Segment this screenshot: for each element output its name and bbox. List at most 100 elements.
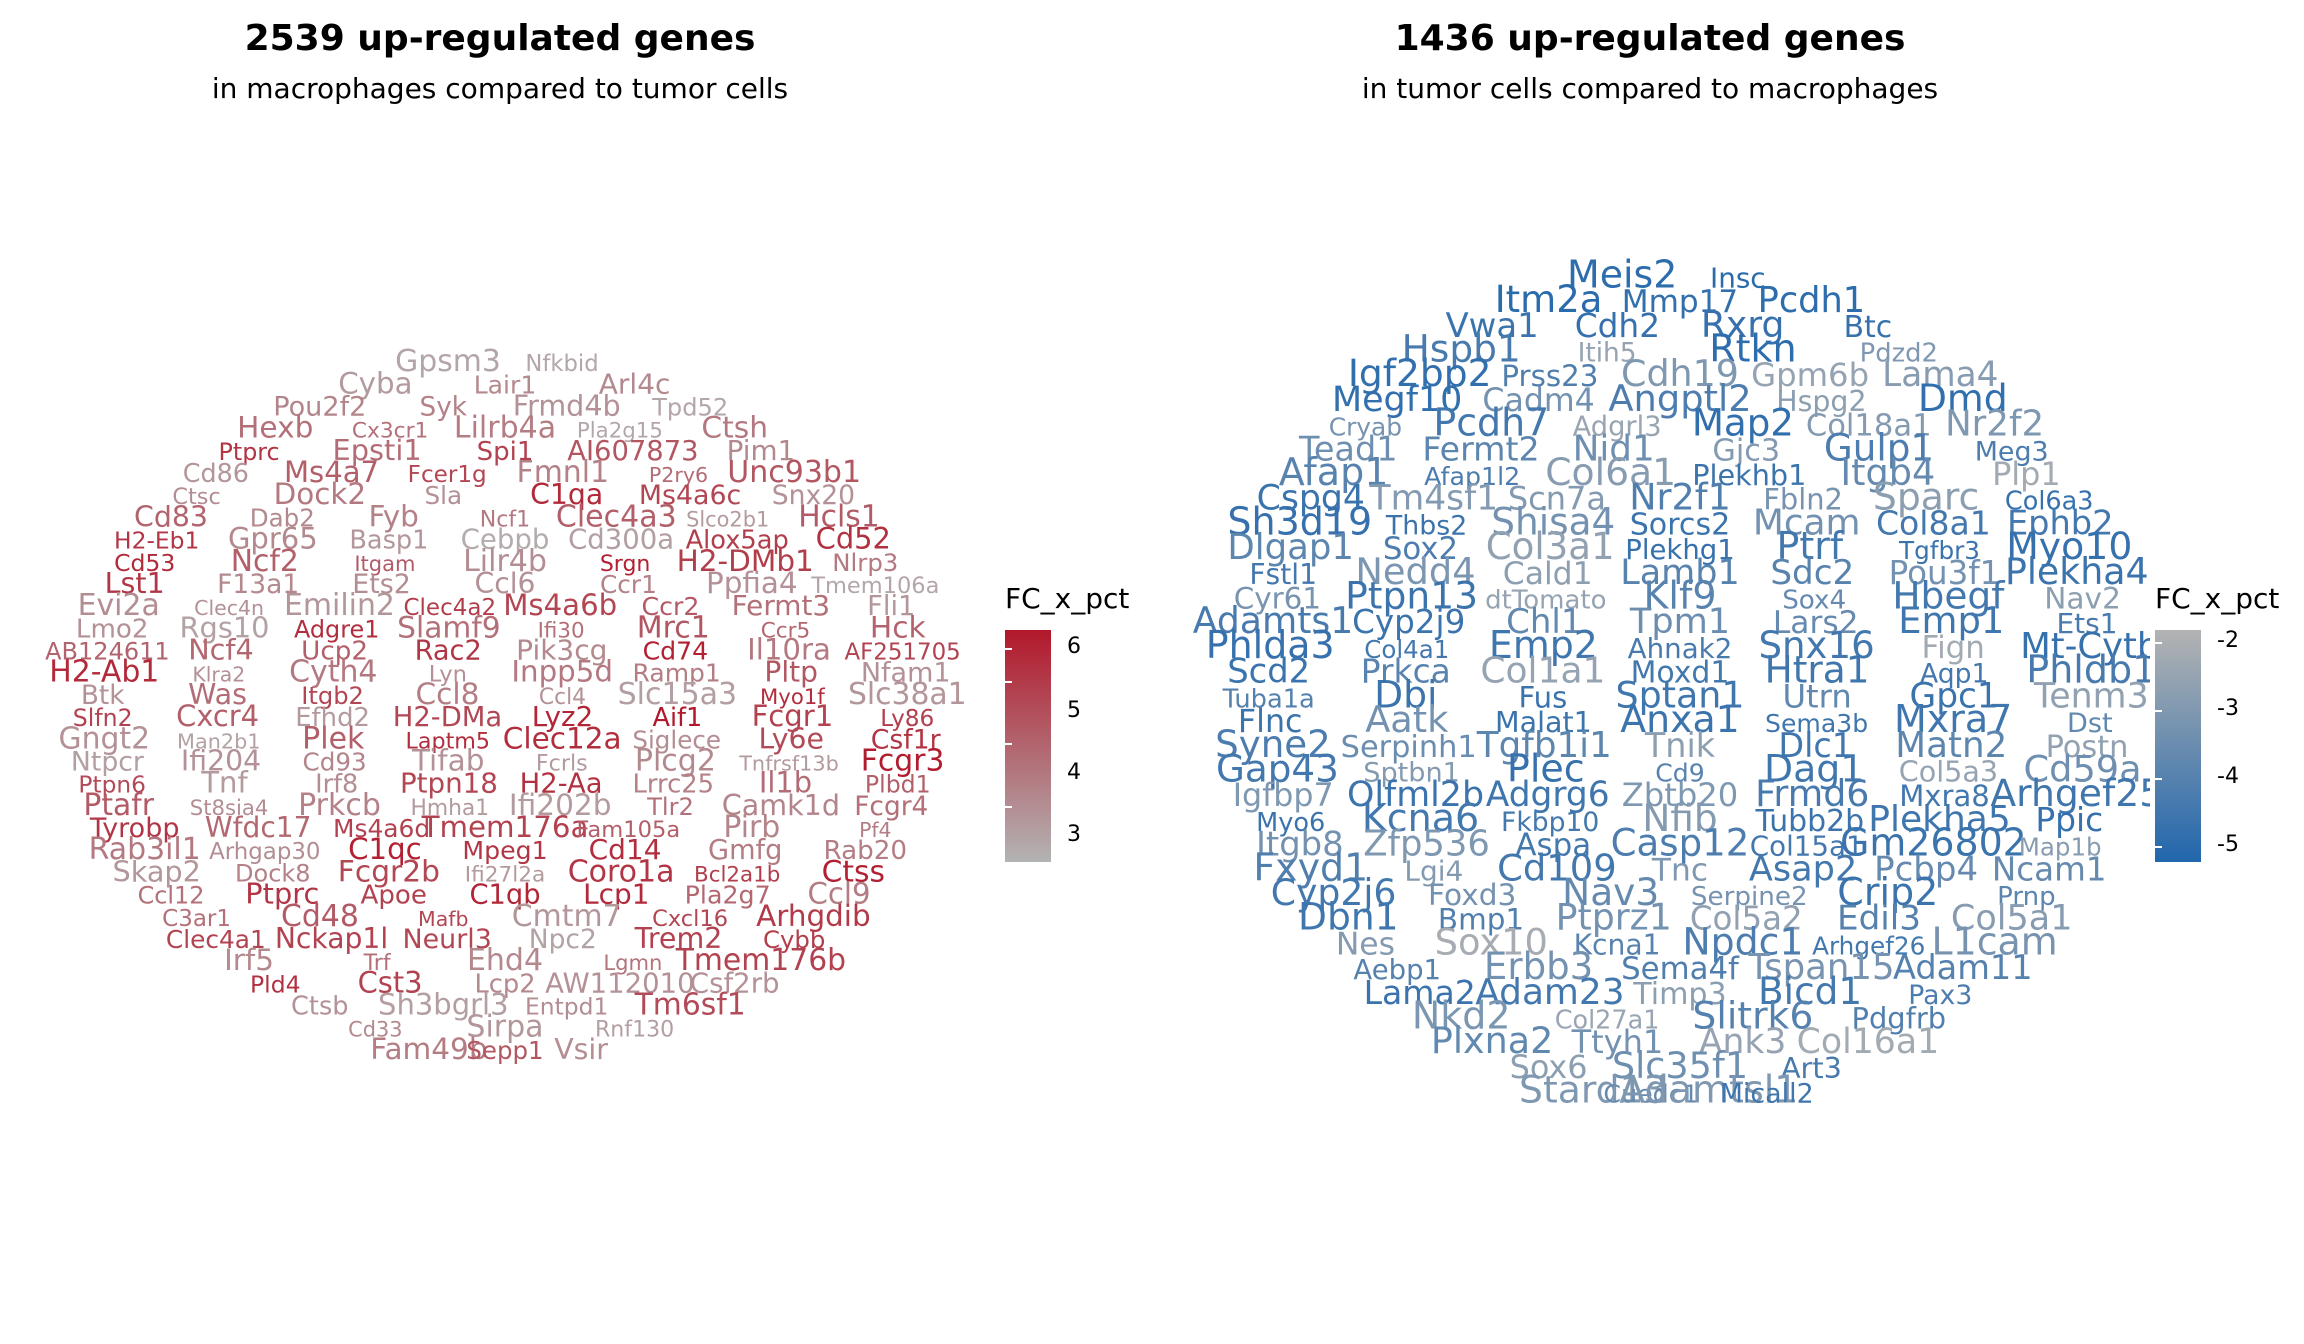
gene-word: Npdc1	[1682, 919, 1803, 963]
gene-word: Igfbp7	[1233, 778, 1334, 814]
gene-word: Asap2	[1749, 848, 1857, 889]
gene-word: Timp3	[1632, 977, 1726, 1012]
gene-word: Tpm1	[1629, 601, 1730, 642]
gene-word: Aif1	[653, 703, 703, 733]
gene-word: Plekhb1	[1692, 458, 1806, 492]
gene-word: Trem2	[634, 922, 723, 955]
gene-word: Itm2a	[1495, 278, 1603, 321]
gene-word: H2-DMa	[393, 702, 502, 733]
wordcloud-plot: Gpsm3 Nfkbid Cyba Lair1 Arl4c Pou2f2 Syk Frmd4b…	[45, 344, 967, 1066]
gene-word: Cadm4	[1482, 383, 1594, 419]
gene-word: Fcgr1	[752, 699, 834, 733]
gene-word: Pcbp4	[1874, 849, 1978, 889]
gene-word: Serpine2	[1691, 882, 1808, 912]
gene-word: Lama4	[1882, 355, 1998, 395]
gene-word: Pik3cg	[516, 634, 607, 667]
gene-word: Siglece	[632, 725, 721, 754]
gene-word: Fam49b	[370, 1032, 487, 1066]
gene-word: Bmp1	[1438, 903, 1524, 937]
gene-word: Rgs10	[180, 610, 270, 644]
gene-word: Gm26802	[1840, 821, 2027, 865]
gene-word: Ctsh	[701, 411, 768, 446]
gene-word: Ntpcr	[71, 747, 144, 778]
gene-word: Mcam	[1753, 502, 1861, 543]
gene-word: Col6a1	[1545, 450, 1676, 494]
gene-word: Slamf9	[397, 610, 501, 645]
gene-word: Pcdh7	[1433, 401, 1549, 445]
gene-word: Casp12	[1611, 822, 1750, 865]
gene-word: Nfkbid	[525, 351, 598, 377]
gene-word: Utrn	[1782, 677, 1851, 715]
gene-word: Arhgef25	[1990, 771, 2150, 815]
legend-tick-label: -4	[2217, 764, 2239, 789]
gene-word: Adam11	[1893, 948, 2033, 987]
gene-word: Nckap1l	[275, 922, 388, 955]
gene-word: Cx3cr1	[352, 419, 428, 444]
gene-word: Sdc2	[1770, 553, 1854, 593]
gene-word: Ank3	[1699, 1022, 1786, 1062]
gene-word: Crip2	[1837, 870, 1938, 914]
gene-word: Dbi	[1374, 672, 1437, 716]
gene-word: Lilr4b	[463, 544, 547, 579]
gene-word: Adamts1	[1193, 599, 1354, 642]
gene-word: Cd9	[1655, 759, 1704, 788]
gene-word: Sema4f	[1621, 951, 1740, 987]
gene-word: Ptrf	[1776, 524, 1844, 568]
gene-word: Csf1r	[871, 724, 941, 755]
gene-word: Tlr2	[646, 793, 694, 821]
gene-word: Ifi27l2a	[465, 862, 545, 887]
color-legend: FC_x_pct -2 -3 -4 -5	[2155, 582, 2285, 882]
gene-word: Art3	[1781, 1051, 1842, 1085]
gene-word: Ms4a6c	[639, 480, 741, 511]
gene-word: Ucp2	[301, 637, 368, 667]
gene-word: Bcl2a1b	[694, 862, 780, 887]
gene-word: Pld4	[250, 970, 301, 998]
gene-word: Ly6e	[759, 722, 824, 755]
gene-word: Lgi4	[1404, 854, 1463, 887]
gene-word: Cdh2	[1575, 307, 1660, 345]
gene-word: Ets2	[352, 569, 411, 600]
gene-word: Fermt3	[732, 589, 831, 622]
gene-word: Fbln2	[1763, 483, 1843, 517]
gene-word: Dag1	[1764, 747, 1864, 791]
gene-word: Anxa1	[1620, 697, 1739, 741]
gene-word: Syne2	[1215, 722, 1331, 766]
gene-word: Clec4a1	[166, 925, 266, 954]
gene-word: Tifab	[411, 744, 485, 778]
gene-word: Plekha4	[2005, 550, 2149, 593]
gene-word: Phldb1	[2026, 648, 2150, 692]
gene-word: Malat1	[1495, 706, 1592, 739]
gene-word: Cybb	[763, 925, 825, 954]
gene-word: Rtkn	[1709, 327, 1796, 371]
gene-word: AB124611	[45, 638, 170, 666]
chart-subtitle: in tumor cells compared to macrophages	[1361, 72, 1939, 105]
tumor-wordcloud-panel: 1436 up-regulated genes in tumor cells c…	[1150, 0, 2280, 1344]
gene-word: Tm6sf1	[634, 988, 746, 1023]
gene-word: Sirpa	[466, 1010, 543, 1045]
gene-word: Gap43	[1216, 747, 1339, 791]
gene-word: Cyth4	[289, 655, 377, 690]
gene-word: Tpd52	[651, 394, 728, 422]
gene-word: Cst3	[358, 965, 423, 999]
gene-word: Pltp	[764, 656, 818, 689]
gene-word: Sla	[424, 481, 462, 510]
gene-word: Myo1f	[760, 684, 825, 709]
gene-word: Cd14	[589, 833, 662, 866]
gene-word: Col5a1	[1951, 899, 2073, 939]
gene-word: Pla2g15	[577, 419, 663, 444]
gene-word: Trf	[363, 951, 392, 976]
gene-word: Nr2f2	[1945, 404, 2044, 445]
gene-word: Aqp1	[1920, 659, 1988, 690]
gene-word: Dst	[2067, 708, 2113, 739]
gene-word: Itgam	[354, 552, 415, 576]
gene-word: Sox2	[1383, 531, 1458, 567]
gene-word: Mxra8	[1899, 779, 1990, 813]
gene-word: Ptpn13	[1345, 574, 1478, 618]
gene-word: Plek	[302, 721, 365, 756]
gene-word: Cald1	[1503, 556, 1593, 592]
gene-word: Rxrg	[1701, 304, 1785, 346]
gene-word: Snx16	[1759, 624, 1875, 667]
gene-word: Sema3b	[1765, 709, 1868, 738]
gene-word: Mt-Cytb	[2020, 626, 2150, 667]
gene-word: Frmd6	[1755, 772, 1869, 815]
